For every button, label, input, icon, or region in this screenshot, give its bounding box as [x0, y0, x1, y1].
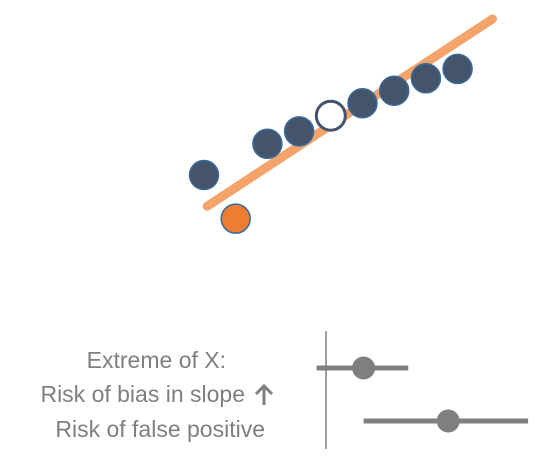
regression-line: [202, 14, 497, 211]
data-point: [378, 75, 410, 107]
scatter-plot: [188, 14, 497, 234]
point-estimate: [436, 409, 460, 433]
data-point: [347, 87, 378, 119]
arrow-up-icon: [254, 383, 274, 405]
point-estimate: [352, 356, 376, 380]
hollow-point: [314, 99, 347, 132]
label-extreme-of-x: Extreme of X:: [87, 347, 226, 373]
label-risk-of-bias: Risk of bias in slope: [40, 381, 245, 407]
data-point: [252, 128, 283, 160]
data-point: [188, 159, 220, 191]
data-point: [410, 63, 442, 94]
outlier-point: [220, 203, 251, 234]
legend-text: Extreme of X: Risk of bias in slope Risk…: [40, 347, 274, 442]
data-point: [442, 53, 473, 85]
label-risk-of-false-positive: Risk of false positive: [55, 416, 265, 442]
forest-plot: [316, 331, 529, 449]
data-point: [283, 116, 315, 147]
